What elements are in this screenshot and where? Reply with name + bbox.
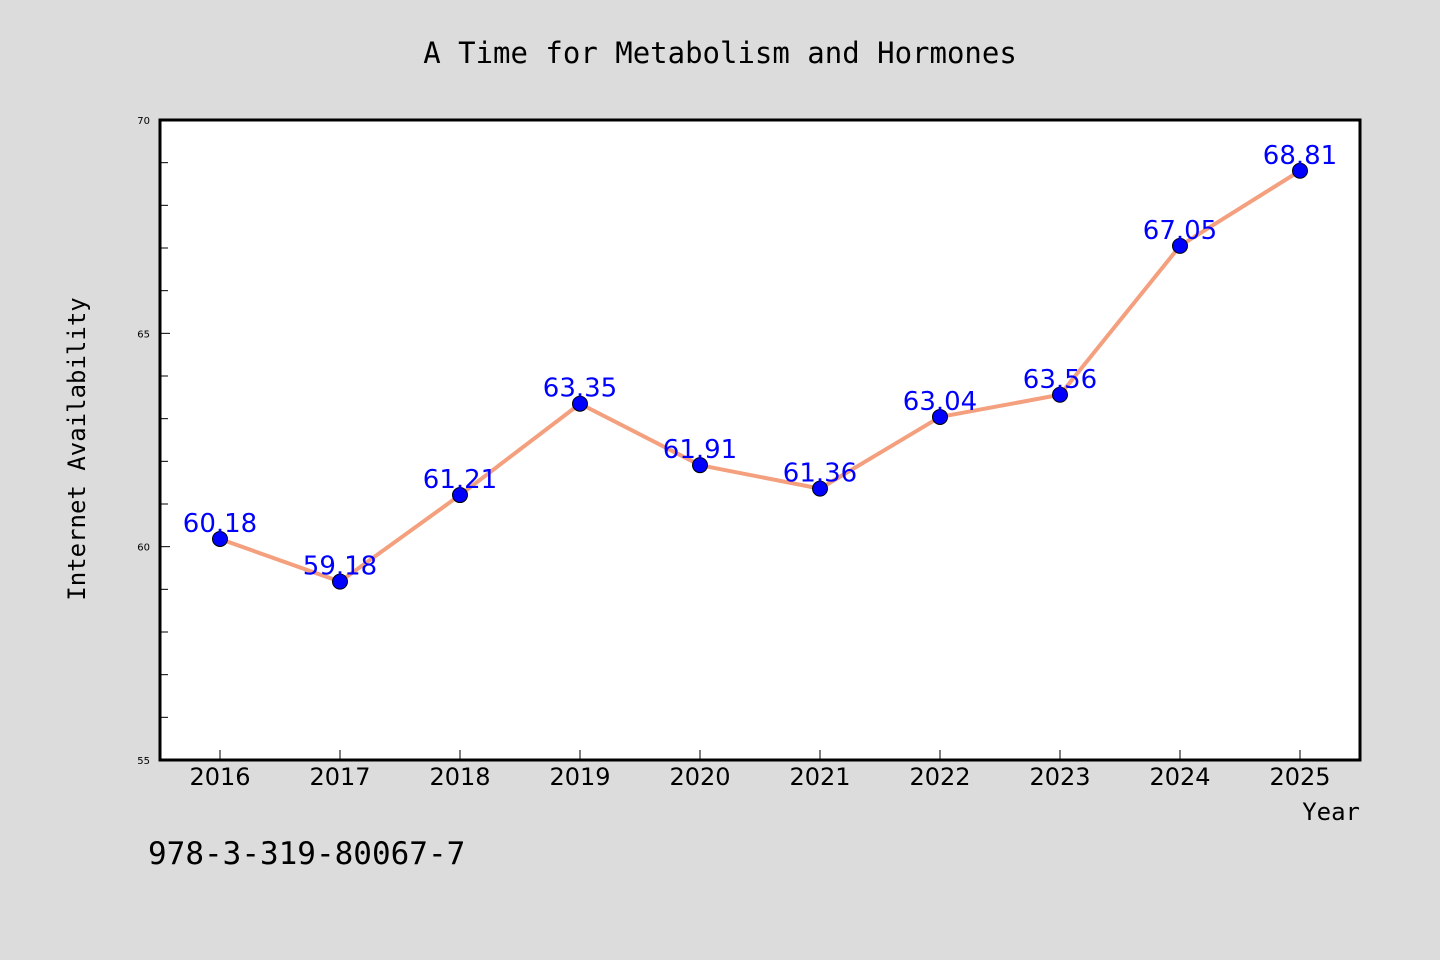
- data-label: 63.35: [543, 374, 617, 404]
- data-label: 61.21: [423, 465, 497, 495]
- data-label: 63.04: [903, 387, 977, 417]
- data-label: 67.05: [1143, 216, 1217, 246]
- data-point: [572, 395, 588, 412]
- y-tick-label: 55: [137, 756, 150, 767]
- x-tick-label: 2022: [909, 763, 970, 791]
- x-tick-label: 2017: [309, 763, 370, 791]
- data-point: [1292, 162, 1308, 179]
- x-tick-label: 2016: [189, 763, 250, 791]
- data-point: [692, 457, 708, 474]
- x-axis-label: Year: [1302, 798, 1360, 826]
- data-labels: 60.18 59.18 61.21 63.35 61.91 61.36 63.04 63.56…: [183, 141, 1337, 582]
- x-axis: 2016 2017 2018 2019 2020 2021 2022 2023 2024 2025: [189, 750, 1331, 791]
- data-point: [452, 487, 468, 504]
- data-point: [332, 573, 348, 590]
- plot-area: [160, 120, 1360, 760]
- x-tick-label: 2018: [429, 763, 490, 791]
- x-tick-label: 2025: [1269, 763, 1330, 791]
- data-label: 59.18: [303, 552, 377, 582]
- data-point: [212, 530, 228, 547]
- y-tick-label: 65: [137, 329, 150, 340]
- data-label: 61.36: [783, 459, 857, 489]
- data-label: 61.91: [663, 435, 737, 465]
- data-point: [812, 480, 828, 497]
- series-line: [218, 168, 1302, 584]
- series-markers: [212, 162, 1308, 590]
- data-label: 68.81: [1263, 141, 1337, 171]
- y-tick-label: 70: [137, 116, 150, 127]
- isbn-text: 978-3-319-80067-7: [148, 836, 465, 872]
- data-point: [1172, 237, 1188, 254]
- plot-frame: [158, 118, 1362, 762]
- data-point: [932, 408, 948, 425]
- data-label: 63.56: [1023, 365, 1097, 395]
- x-tick-label: 2024: [1149, 763, 1210, 791]
- y-axis-label: Internet Availability: [63, 297, 91, 600]
- x-tick-label: 2019: [549, 763, 610, 791]
- x-tick-label: 2021: [789, 763, 850, 791]
- x-tick-label: 2020: [669, 763, 730, 791]
- x-tick-label: 2023: [1029, 763, 1090, 791]
- data-point: [1052, 386, 1068, 403]
- chart-title: A Time for Metabolism and Hormones: [423, 36, 1017, 70]
- data-label: 60.18: [183, 509, 257, 539]
- y-tick-label: 60: [137, 543, 150, 554]
